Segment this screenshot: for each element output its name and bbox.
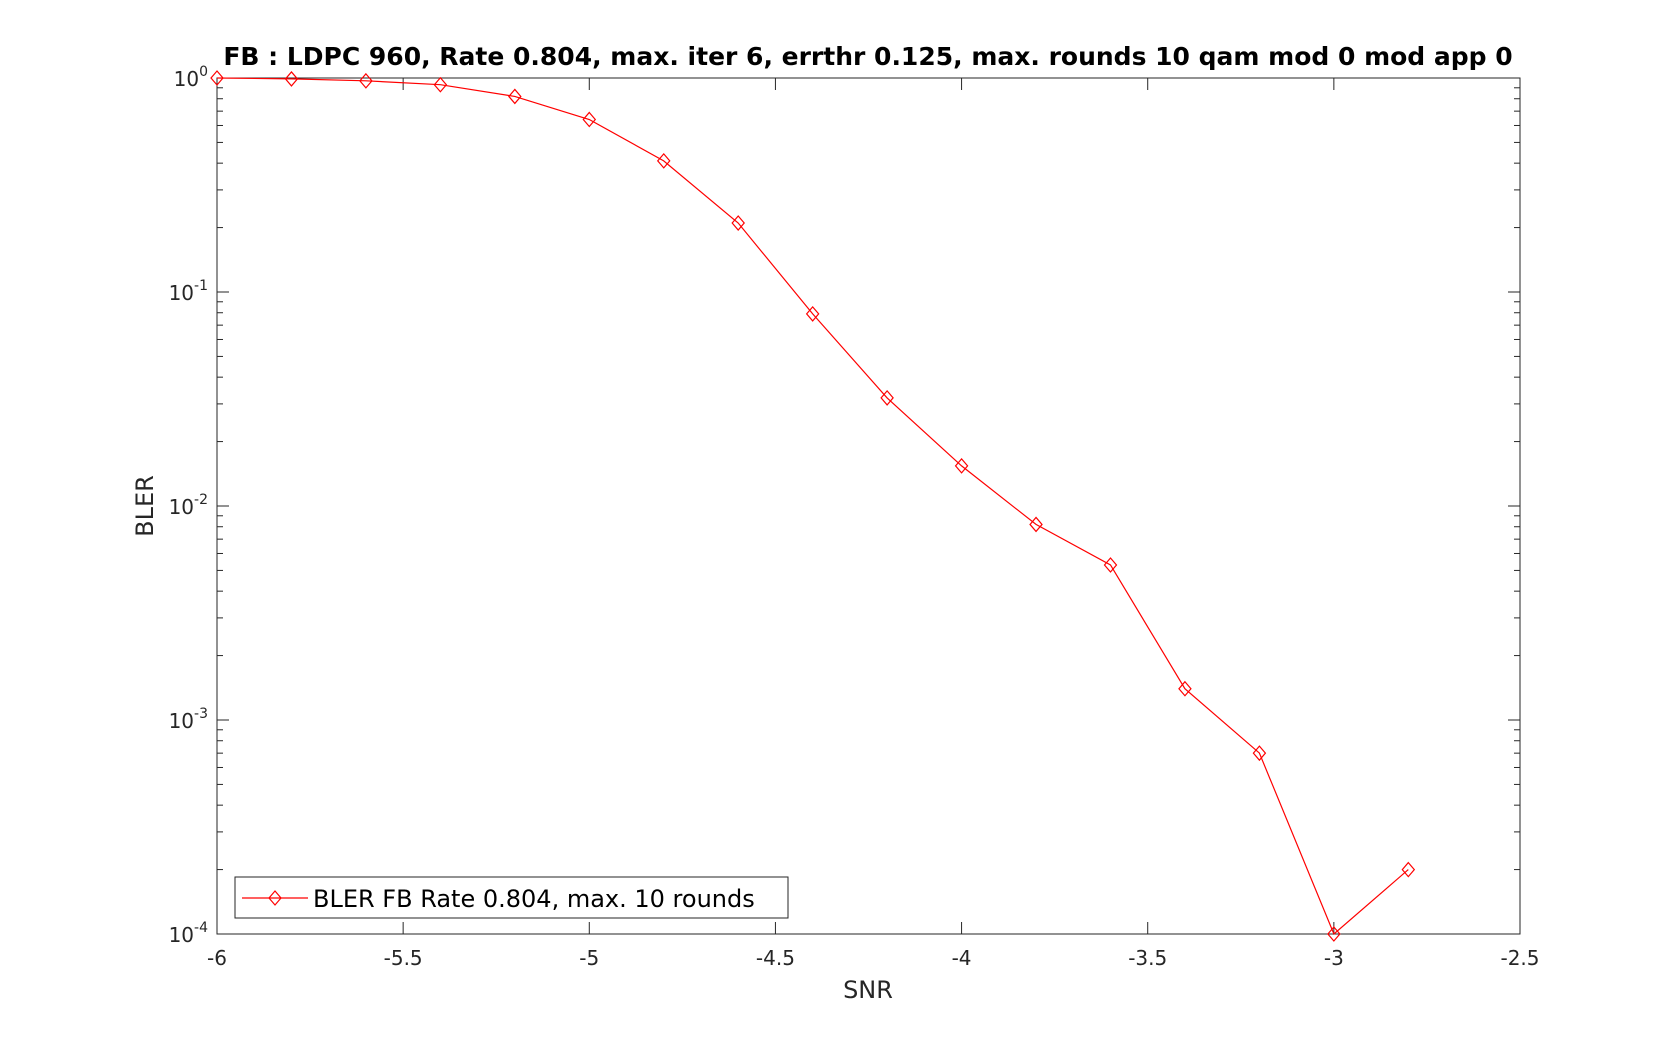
legend: BLER FB Rate 0.804, max. 10 rounds [234,876,789,919]
x-tick-label: -6 [207,946,227,970]
x-tick-labels: -6 -5.5 -5 -4.5 -4 -3.5 -3 -2.5 [207,946,1539,970]
data-point-marker [284,71,299,87]
x-axis-label: SNR [843,976,893,1004]
data-point-marker [805,305,820,322]
chart-title: FB : LDPC 960, Rate 0.804, max. iter 6, … [223,42,1512,71]
data-point-marker [582,111,597,128]
data-point-marker [359,72,373,89]
x-tick-label: -4 [952,946,972,970]
series-layer [210,70,1416,942]
data-point-marker [1178,680,1192,697]
data-point-marker [1252,745,1267,762]
y-axis-label: BLER [131,475,159,537]
axis-ticks [216,77,1521,935]
legend-marker-diamond [268,890,282,906]
data-point-marker [210,70,224,86]
data-point-marker [508,88,522,105]
legend-box [234,876,789,919]
x-tick-label: -4.5 [756,946,795,970]
x-tick-label: -3.5 [1128,946,1167,970]
y-tick-label: 100 [174,64,208,91]
y-tick-label: 10-2 [169,492,208,519]
y-tick-label: 10-1 [169,278,208,305]
data-point-marker [1103,557,1118,573]
y-tick-label: 10-4 [169,920,209,947]
data-point-marker [880,389,894,406]
x-tick-label: -5.5 [384,946,423,970]
data-point-marker [433,76,448,93]
x-tick-label: -2.5 [1500,946,1539,970]
legend-entry: BLER FB Rate 0.804, max. 10 rounds [313,885,755,913]
data-point-marker [1029,516,1043,533]
data-point-marker [656,152,671,169]
x-tick-label: -3 [1324,946,1344,970]
plot-area [216,77,1521,935]
data-point-marker [1327,926,1341,942]
y-tick-labels: 100 10-1 10-2 10-3 10-4 [169,64,209,947]
data-point-marker [1401,861,1416,878]
data-point-marker [731,215,745,231]
x-tick-label: -5 [579,946,599,970]
data-point-marker [954,457,969,474]
series-line [216,77,1409,935]
y-tick-label: 10-3 [169,706,208,733]
